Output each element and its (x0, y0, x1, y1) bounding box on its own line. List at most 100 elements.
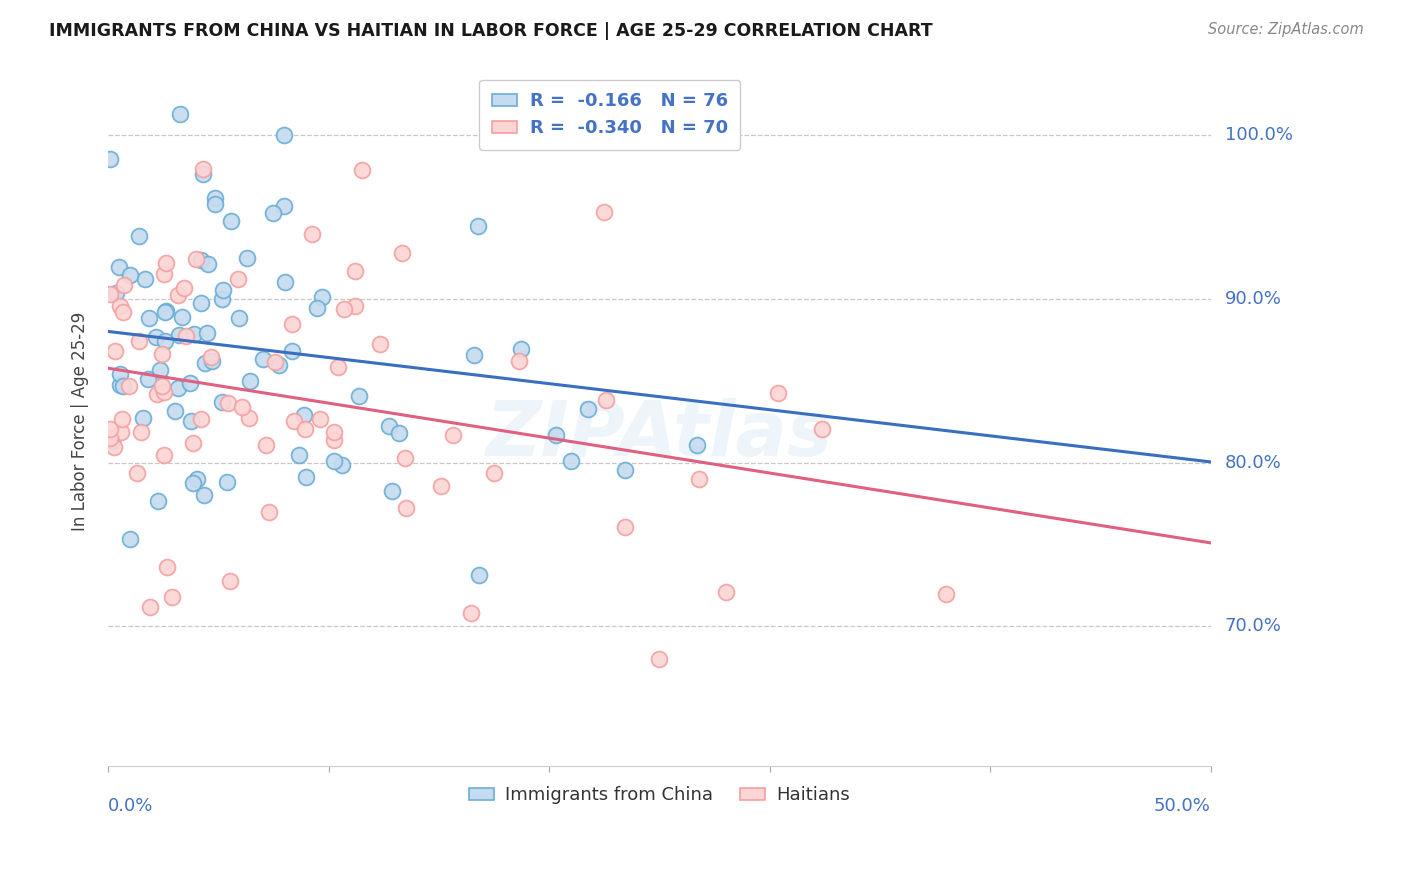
Point (292, 408, 315, 422)
Point (118, 532, 141, 546)
Point (101, 434, 124, 448)
Point (107, 260, 129, 274)
Point (180, 414, 202, 428)
Point (394, 451, 416, 466)
Point (323, 454, 346, 468)
Point (98, 287, 121, 301)
Point (323, 425, 346, 440)
Point (149, 362, 172, 376)
Point (330, 458, 353, 472)
Point (217, 475, 239, 489)
Point (132, 411, 155, 425)
Point (576, 401, 599, 416)
Point (274, 275, 297, 289)
Point (98, 153, 121, 167)
Point (510, 342, 533, 356)
Point (333, 302, 356, 317)
Point (190, 412, 212, 426)
Point (391, 246, 413, 260)
Point (259, 505, 281, 519)
Point (508, 354, 530, 368)
Text: 100.0%: 100.0% (1225, 126, 1292, 144)
Point (482, 467, 505, 481)
Point (127, 466, 149, 480)
Point (146, 387, 169, 401)
Point (281, 317, 304, 331)
Point (309, 411, 332, 425)
Point (150, 347, 173, 361)
Point (231, 400, 253, 414)
Point (110, 425, 132, 439)
Point (273, 128, 295, 142)
Point (344, 299, 367, 313)
Point (560, 454, 582, 468)
Point (211, 283, 233, 297)
Point (138, 311, 160, 326)
Point (441, 428, 464, 442)
Point (811, 422, 834, 436)
Text: 90.0%: 90.0% (1225, 290, 1281, 308)
Point (262, 205, 284, 219)
Point (281, 344, 304, 359)
Point (103, 440, 125, 454)
Point (117, 379, 139, 393)
Point (714, 128, 737, 142)
Point (228, 310, 250, 325)
Point (197, 256, 219, 270)
Point (184, 252, 207, 266)
Text: 70.0%: 70.0% (1225, 617, 1281, 635)
Point (264, 354, 287, 368)
Point (110, 378, 132, 392)
Point (267, 358, 290, 372)
Point (156, 559, 179, 574)
Point (190, 296, 212, 310)
Point (183, 327, 205, 342)
Point (344, 263, 367, 277)
Point (349, 389, 371, 403)
Point (352, 163, 374, 178)
Point (170, 310, 193, 324)
Point (111, 304, 134, 318)
Point (254, 438, 277, 452)
Point (217, 396, 239, 410)
Point (155, 303, 177, 318)
Point (169, 106, 191, 120)
Point (174, 328, 197, 343)
Point (129, 425, 152, 439)
Point (252, 352, 274, 367)
Point (463, 348, 485, 362)
Point (283, 415, 305, 429)
Point (186, 473, 208, 487)
Point (165, 404, 187, 418)
Point (193, 488, 215, 502)
Point (108, 368, 131, 382)
Point (378, 419, 401, 434)
Point (295, 470, 318, 484)
Point (686, 438, 709, 452)
Point (139, 600, 162, 615)
Point (167, 380, 190, 394)
Point (128, 228, 150, 243)
Point (173, 281, 195, 295)
Point (153, 334, 176, 348)
Point (179, 376, 201, 391)
Point (323, 433, 346, 447)
Point (134, 271, 156, 285)
Point (226, 271, 249, 285)
Point (381, 483, 404, 498)
Point (219, 214, 242, 228)
Point (766, 385, 789, 400)
Point (153, 448, 176, 462)
Point (105, 285, 128, 300)
Point (111, 379, 134, 393)
Point (201, 354, 224, 368)
Point (544, 428, 567, 442)
Point (108, 300, 131, 314)
Point (592, 204, 614, 219)
Point (287, 448, 309, 462)
Point (273, 199, 295, 213)
Point (429, 479, 451, 493)
Text: IMMIGRANTS FROM CHINA VS HAITIAN IN LABOR FORCE | AGE 25-29 CORRELATION CHART: IMMIGRANTS FROM CHINA VS HAITIAN IN LABO… (49, 22, 932, 40)
Point (200, 350, 222, 364)
Text: Source: ZipAtlas.com: Source: ZipAtlas.com (1208, 22, 1364, 37)
